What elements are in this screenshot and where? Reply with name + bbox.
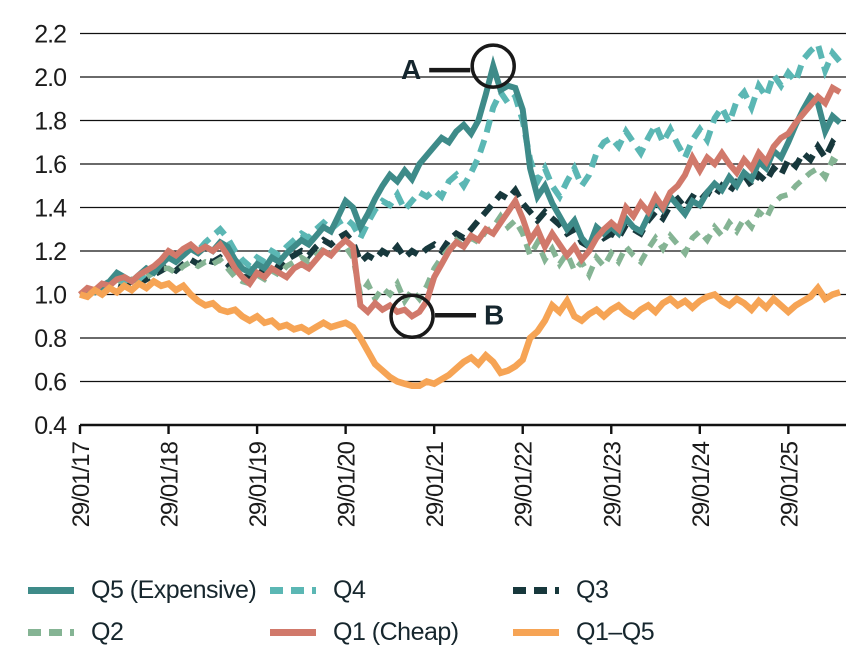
legend: Q5 (Expensive) Q4 Q3 Q2 Q1 (Cheap) Q1–Q5 <box>28 576 834 646</box>
line-chart-canvas: 0.4 0.6 0.8 1.0 1.2 1.4 1.6 1.8 2.0 2.2 29/01/17 29… <box>34 21 846 527</box>
legend-swatch-q3 <box>513 586 559 594</box>
y-axis-label: 2.2 <box>34 21 66 49</box>
x-axis-label: 29/01/22 <box>511 441 538 527</box>
y-axis-label: 0.4 <box>34 412 67 440</box>
legend-swatch-q1-cheap <box>270 628 316 636</box>
legend-item-q1-minus-q5: Q1–Q5 <box>513 618 834 646</box>
legend-swatch-q4 <box>270 586 316 594</box>
y-axis-label: 1.0 <box>34 282 66 310</box>
legend-swatch-q5-expensive <box>28 586 74 594</box>
x-axis-label: 29/01/17 <box>68 441 95 527</box>
x-axis-label: 29/01/20 <box>334 441 361 527</box>
y-axis-label: 0.6 <box>34 369 66 397</box>
x-axis-label: 29/01/21 <box>422 441 449 527</box>
x-axis-label: 29/01/23 <box>599 441 626 527</box>
series-line-q1-cheap <box>78 83 842 321</box>
y-axis-label: 2.0 <box>34 64 66 92</box>
y-axis-label: 1.6 <box>34 151 66 179</box>
annotation-b-label: B <box>484 299 504 330</box>
annotation-a-label: A <box>401 54 421 85</box>
y-axis-label: 1.8 <box>34 108 66 136</box>
x-axis-label: 29/01/25 <box>776 441 803 527</box>
y-axis-label: 0.8 <box>34 325 66 353</box>
legend-label-q2: Q2 <box>91 617 124 646</box>
x-axis-label: 29/01/19 <box>245 441 272 527</box>
series-line-q3 <box>79 137 842 298</box>
x-axis-label: 29/01/18 <box>157 441 184 527</box>
y-axis-label: 1.4 <box>34 195 67 223</box>
legend-item-q1-cheap: Q1 (Cheap) <box>270 618 513 646</box>
price-chart: 0.4 0.6 0.8 1.0 1.2 1.4 1.6 1.8 2.0 2.2 29/01/17 29… <box>34 21 846 527</box>
legend-label-q1-cheap: Q1 (Cheap) <box>333 617 459 646</box>
legend-label-q5-expensive: Q5 (Expensive) <box>91 575 257 604</box>
legend-item-q5-expensive: Q5 (Expensive) <box>28 576 270 604</box>
legend-label-q3: Q3 <box>576 575 609 604</box>
legend-item-q3: Q3 <box>513 576 834 604</box>
legend-item-q4: Q4 <box>270 576 513 604</box>
legend-swatch-q2 <box>28 628 74 636</box>
x-axis-label: 29/01/24 <box>688 441 715 527</box>
annotation-a-circle <box>470 43 516 89</box>
legend-label-q4: Q4 <box>333 575 366 604</box>
series-line-q1-q5 <box>79 277 841 390</box>
legend-label-q1-minus-q5: Q1–Q5 <box>576 617 655 646</box>
legend-item-q2: Q2 <box>28 618 270 646</box>
annotation-b-circle <box>389 293 435 339</box>
legend-swatch-q1-minus-q5 <box>513 628 559 636</box>
y-axis-label: 1.2 <box>34 238 66 266</box>
series-line-q4 <box>79 38 843 298</box>
